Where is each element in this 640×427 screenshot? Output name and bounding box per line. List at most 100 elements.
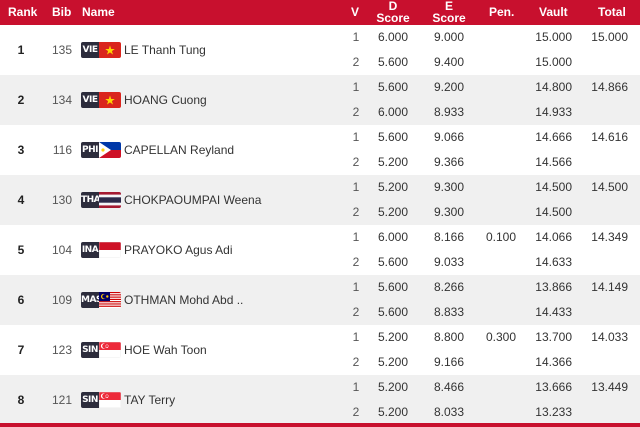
- table-row[interactable]: 4 130 THA CHOKPAOUMPAI Weena 1 5.200 9.3…: [0, 175, 640, 225]
- athlete-name[interactable]: HOE Wah Toon: [124, 343, 207, 357]
- vault-number: 2: [352, 255, 360, 269]
- vault-number: 2: [352, 105, 360, 119]
- e-score: 8.833: [433, 305, 465, 319]
- athlete-name[interactable]: CAPELLAN Reyland: [124, 143, 235, 157]
- vault-score: 15.000: [535, 30, 572, 44]
- d-score: 5.200: [377, 180, 409, 194]
- penalty: 0.300: [485, 330, 516, 344]
- e-score: 8.266: [433, 280, 465, 294]
- rank-cell: 5: [17, 243, 25, 257]
- table-row[interactable]: 6 109 MAS OTHMAN Mohd Abd .. 1 5.600 8.2…: [0, 275, 640, 325]
- d-score: 5.600: [377, 280, 409, 294]
- d-score: 5.600: [377, 80, 409, 94]
- athlete-name[interactable]: HOANG Cuong: [124, 93, 207, 107]
- vault-score: 13.666: [535, 380, 572, 394]
- vietnam-flag-icon: VIE: [81, 92, 121, 108]
- vault-number: 1: [352, 380, 360, 394]
- vietnam-flag-icon: VIE: [81, 42, 121, 58]
- vault-score: 14.500: [535, 205, 572, 219]
- country-code: PHI: [81, 142, 99, 158]
- e-score: 9.366: [433, 155, 465, 169]
- e-score: 9.400: [433, 55, 465, 69]
- total-score: 14.349: [591, 230, 628, 244]
- e-score: 9.200: [433, 80, 465, 94]
- bib-cell: 123: [52, 343, 73, 357]
- country-code: MAS: [81, 292, 102, 308]
- country-code: VIE: [81, 92, 99, 108]
- bib-cell: 104: [52, 243, 73, 257]
- bib-cell: 116: [52, 143, 72, 157]
- country-code: VIE: [81, 42, 99, 58]
- vault-score: 13.866: [535, 280, 572, 294]
- header-d-line2: Score: [376, 11, 410, 25]
- header-bib: Bib: [52, 5, 72, 19]
- bib-cell: 130: [52, 193, 73, 207]
- d-score: 6.000: [377, 230, 409, 244]
- d-score: 5.200: [377, 330, 409, 344]
- athlete-name[interactable]: OTHMAN Mohd Abd ..: [124, 293, 244, 307]
- athlete-name[interactable]: CHOKPAOUMPAI Weena: [124, 193, 262, 207]
- penalty: 0.100: [485, 230, 516, 244]
- thailand-flag-icon: THA: [81, 192, 121, 208]
- d-score: 5.200: [377, 355, 409, 369]
- bib-cell: 134: [52, 93, 73, 107]
- header-total: Total: [598, 5, 626, 19]
- vault-number: 2: [352, 55, 360, 69]
- philippines-flag-icon: PHI: [81, 142, 121, 158]
- d-score: 5.200: [377, 205, 409, 219]
- rank-cell: 8: [17, 393, 25, 407]
- vault-number: 2: [352, 205, 360, 219]
- total-score: 14.033: [591, 330, 628, 344]
- table-header: Rank Bib Name V D Score E Score Pen. Vau…: [0, 0, 640, 25]
- total-score: 14.500: [591, 180, 628, 194]
- bib-cell: 121: [52, 393, 73, 407]
- d-score: 5.200: [377, 380, 409, 394]
- athlete-name[interactable]: LE Thanh Tung: [124, 43, 206, 57]
- header-vault: Vault: [539, 5, 568, 19]
- vault-score: 14.566: [535, 155, 572, 169]
- vault-score: 14.800: [535, 80, 572, 94]
- table-row[interactable]: 7 123 SIN HOE Wah Toon 1 5.200 8.800 0.3…: [0, 325, 640, 375]
- bib-cell: 109: [52, 293, 73, 307]
- vault-number: 2: [352, 155, 360, 169]
- total-score: 14.866: [591, 80, 628, 94]
- vault-number: 1: [352, 30, 360, 44]
- country-code: INA: [81, 242, 99, 258]
- d-score: 5.600: [377, 255, 409, 269]
- header-pen: Pen.: [489, 5, 515, 19]
- e-score: 8.933: [433, 105, 465, 119]
- table-row[interactable]: 1 135 VIE LE Thanh Tung 1 6.000 9.000 15…: [0, 25, 640, 75]
- vault-score: 14.366: [535, 355, 572, 369]
- rank-cell: 2: [17, 93, 25, 107]
- table-row[interactable]: 5 104 INA PRAYOKO Agus Adi 1 6.000 8.166…: [0, 225, 640, 275]
- vault-number: 1: [352, 230, 360, 244]
- indonesia-flag-icon: INA: [81, 242, 121, 258]
- vault-number: 1: [352, 180, 360, 194]
- vault-score: 13.700: [535, 330, 572, 344]
- vault-score: 14.066: [535, 230, 572, 244]
- country-code: THA: [81, 192, 101, 208]
- header-e-score: E Score: [430, 0, 468, 24]
- e-score: 9.066: [433, 130, 465, 144]
- rank-cell: 1: [17, 43, 25, 57]
- e-score: 9.300: [433, 205, 465, 219]
- vault-number: 2: [352, 355, 360, 369]
- table-row[interactable]: 3 116 PHI CAPELLAN Reyland 1 5.600 9.066…: [0, 125, 640, 175]
- athlete-name[interactable]: PRAYOKO Agus Adi: [124, 243, 233, 257]
- total-score: 13.449: [591, 380, 628, 394]
- d-score: 6.000: [377, 105, 409, 119]
- athlete-name[interactable]: TAY Terry: [124, 393, 176, 407]
- e-score: 9.300: [433, 180, 465, 194]
- vault-score: 15.000: [535, 55, 572, 69]
- total-score: 14.149: [591, 280, 628, 294]
- e-score: 8.166: [433, 230, 465, 244]
- vault-score: 14.666: [535, 130, 572, 144]
- e-score: 8.800: [433, 330, 465, 344]
- d-score: 5.600: [377, 55, 409, 69]
- table-row[interactable]: 2 134 VIE HOANG Cuong 1 5.600 9.200 14.8…: [0, 75, 640, 125]
- table-row[interactable]: 8 121 SIN TAY Terry 1 5.200 8.466 13.666…: [0, 375, 640, 423]
- vault-score: 14.633: [535, 255, 572, 269]
- malaysia-flag-icon: MAS: [81, 292, 121, 308]
- bottom-accent-bar: [0, 423, 640, 427]
